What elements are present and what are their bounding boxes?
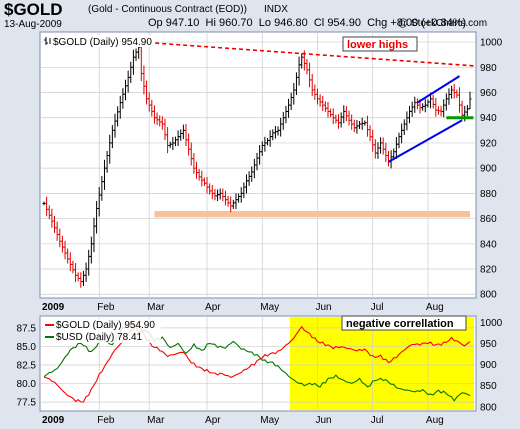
chart-date: 13-Aug-2009 bbox=[4, 19, 62, 30]
open-value: 947.10 bbox=[165, 17, 200, 29]
correlation-month-label: Jul bbox=[371, 415, 384, 426]
price-month-label: Apr bbox=[205, 302, 221, 313]
ohlc-bar bbox=[468, 91, 472, 110]
stockcharts-credit: @ StockCharts.com bbox=[398, 18, 488, 29]
low-label: Lo bbox=[258, 17, 272, 29]
exchange-label: INDX bbox=[264, 4, 288, 15]
channel-lower-line bbox=[387, 119, 463, 163]
price-month-label: 2009 bbox=[42, 302, 65, 313]
negative-correlation-label-box bbox=[341, 315, 467, 331]
correlation-month-label: Mar bbox=[147, 415, 165, 426]
correlation-legend-bg bbox=[43, 319, 161, 343]
price-axis-tick-label: 980 bbox=[480, 63, 497, 74]
usd-legend-label: $USD (Daily) 78.41 bbox=[56, 332, 143, 343]
price-axis-tick-label: 880 bbox=[480, 189, 497, 200]
price-month-label: Jul bbox=[371, 302, 384, 313]
correlation-month-label: Aug bbox=[426, 415, 444, 426]
price-month-label: Aug bbox=[426, 302, 444, 313]
gold-axis-tick-label: 900 bbox=[480, 360, 497, 371]
price-axis-tick-label: 960 bbox=[480, 88, 497, 99]
close-label: Cl bbox=[313, 17, 325, 29]
price-axis-tick-label: 840 bbox=[480, 239, 497, 250]
usd-axis-tick-label: 82.5 bbox=[17, 360, 37, 371]
open-label: Op bbox=[148, 17, 163, 29]
close-value: 954.90 bbox=[327, 17, 361, 29]
change-label: Chg bbox=[367, 17, 388, 29]
usd-axis-tick-label: 87.5 bbox=[17, 323, 37, 334]
low-value: 946.80 bbox=[274, 17, 308, 29]
price-axis-tick-label: 920 bbox=[480, 138, 497, 149]
correlation-month-label: Apr bbox=[205, 415, 221, 426]
lower-highs-label: lower highs bbox=[347, 39, 408, 51]
price-month-label: Feb bbox=[97, 302, 115, 313]
price-plot-area bbox=[39, 31, 477, 299]
high-value: 960.70 bbox=[218, 17, 253, 29]
price-axis-tick-label: 800 bbox=[480, 290, 497, 301]
correlation-month-label: May bbox=[260, 415, 279, 426]
gold-axis-tick-label: 950 bbox=[480, 339, 497, 350]
gold-axis-tick-label: 850 bbox=[480, 381, 497, 392]
negative-correlation-label: negative correllation bbox=[346, 318, 454, 330]
correlation-month-label: Jun bbox=[315, 415, 331, 426]
lower-highs-label-box bbox=[342, 36, 418, 52]
gold-axis-tick-label: 800 bbox=[480, 402, 497, 413]
price-legend-label: $GOLD (Daily) 954.90 bbox=[53, 37, 152, 48]
support-zone bbox=[154, 211, 470, 218]
price-month-label: May bbox=[260, 302, 279, 313]
price-axis-tick-label: 820 bbox=[480, 265, 497, 276]
price-axis-tick-label: 940 bbox=[480, 113, 497, 124]
change-value: +8.00 (+0.84%) bbox=[390, 17, 467, 29]
correlation-month-label: 2009 bbox=[42, 415, 65, 426]
symbol-description: (Gold - Continuous Contract (EOD)) bbox=[88, 4, 247, 15]
price-axis-tick-label: 900 bbox=[480, 164, 497, 175]
usd-axis-tick-label: 80.0 bbox=[17, 379, 37, 390]
price-axis-tick-label: 1000 bbox=[480, 38, 503, 49]
gold-axis-tick-label: 1000 bbox=[480, 318, 503, 329]
correlation-highlight bbox=[289, 317, 474, 410]
price-axis-tick-label: 860 bbox=[480, 214, 497, 225]
price-month-label: Mar bbox=[147, 302, 165, 313]
quote-readout: Op 947.10 Hi 960.70 Lo 946.80 Cl 954.90 … bbox=[148, 17, 466, 29]
symbol-title: $GOLD bbox=[4, 0, 63, 19]
price-legend-bg bbox=[43, 35, 155, 47]
gold-legend-label: $GOLD (Daily) 954.90 bbox=[56, 320, 155, 331]
usd-axis-tick-label: 85.0 bbox=[17, 342, 37, 353]
gold-series-line bbox=[43, 324, 471, 403]
price-month-label: Jun bbox=[315, 302, 331, 313]
correlation-month-label: Feb bbox=[97, 415, 115, 426]
channel-upper-line bbox=[416, 75, 461, 104]
usd-axis-tick-label: 77.5 bbox=[17, 398, 37, 409]
high-label: Hi bbox=[205, 17, 216, 29]
